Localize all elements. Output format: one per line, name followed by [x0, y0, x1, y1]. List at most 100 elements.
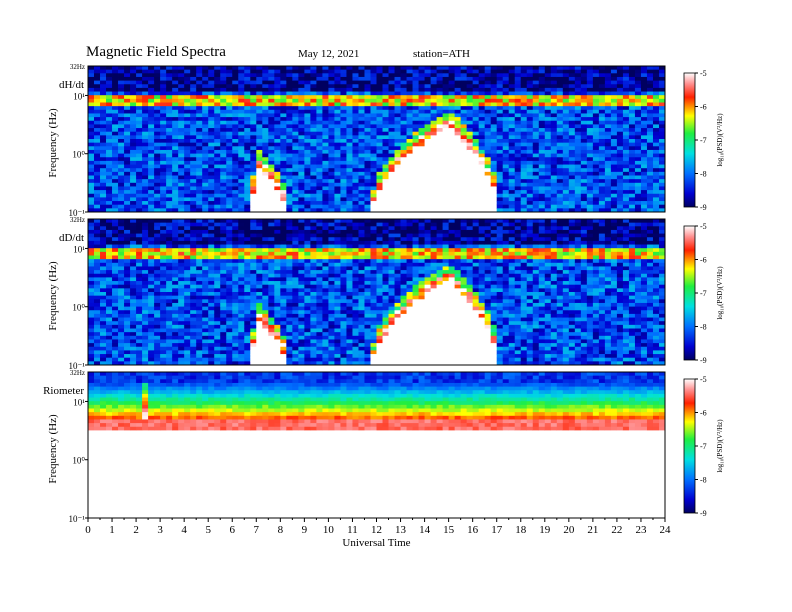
- heat-cell: [208, 343, 215, 348]
- heat-cell: [178, 128, 185, 133]
- heat-cell: [580, 120, 588, 125]
- heat-cell: [274, 131, 281, 136]
- heat-cell: [202, 281, 209, 286]
- heat-cell: [556, 146, 564, 151]
- heat-cell: [286, 73, 293, 78]
- heat-cell: [190, 354, 197, 359]
- heat-cell: [238, 328, 245, 333]
- heat-cell: [136, 142, 143, 147]
- heat-cell: [214, 313, 221, 318]
- heat-cell: [490, 95, 498, 100]
- heat-cell: [232, 149, 239, 154]
- heat-cell: [508, 109, 516, 114]
- heat-cell: [166, 302, 173, 307]
- heat-cell: [160, 226, 167, 231]
- heat-cell: [508, 124, 516, 129]
- heat-cell: [496, 73, 504, 78]
- heat-cell: [520, 124, 528, 129]
- heat-cell: [214, 131, 221, 136]
- heat-cell: [244, 73, 251, 78]
- heat-cell: [118, 190, 125, 195]
- heat-cell: [544, 98, 552, 103]
- heat-cell: [220, 128, 227, 133]
- heat-cell: [616, 153, 624, 158]
- heat-cell: [244, 259, 251, 264]
- heat-cell: [190, 80, 197, 85]
- heat-cell: [328, 179, 335, 184]
- heat-cell: [118, 73, 125, 78]
- heat-cell: [610, 128, 618, 133]
- heat-cell: [358, 160, 365, 165]
- heat-cell: [250, 190, 257, 195]
- heat-cell: [220, 197, 227, 202]
- heat-cell: [238, 357, 245, 362]
- heat-cell: [616, 201, 624, 206]
- heat-cell: [166, 288, 173, 293]
- colorbar-tick-label: -7: [700, 136, 707, 145]
- heat-cell: [118, 306, 125, 311]
- heat-cell: [196, 157, 203, 162]
- heat-cell: [490, 186, 498, 191]
- heat-cell: [340, 91, 347, 96]
- heat-cell: [124, 284, 131, 289]
- heat-cell: [460, 109, 468, 114]
- heat-cell: [436, 131, 444, 136]
- heat-cell: [220, 91, 227, 96]
- heat-cell: [394, 69, 401, 74]
- heat-cell: [88, 142, 95, 147]
- heat-cell: [172, 284, 179, 289]
- heat-cell: [544, 157, 552, 162]
- heat-cell: [484, 84, 492, 89]
- heat-cell: [130, 139, 137, 144]
- heat-cell: [598, 201, 606, 206]
- heat-cell: [94, 95, 101, 100]
- heat-cell: [610, 171, 618, 176]
- heat-cell: [574, 95, 582, 100]
- heat-cell: [100, 66, 107, 71]
- heat-cell: [520, 113, 528, 118]
- heat-cell: [256, 135, 263, 140]
- heat-cell: [208, 193, 215, 198]
- heat-cell: [448, 135, 456, 140]
- heat-cell: [226, 277, 233, 282]
- heat-cell: [232, 240, 239, 245]
- heat-cell: [298, 149, 305, 154]
- heat-cell: [496, 193, 504, 198]
- heat-cell: [454, 102, 462, 107]
- heat-cell: [88, 80, 95, 85]
- heat-cell: [544, 84, 552, 89]
- heat-cell: [238, 295, 245, 300]
- heat-cell: [358, 157, 365, 162]
- heat-cell: [328, 66, 335, 71]
- heat-cell: [178, 302, 185, 307]
- heat-cell: [484, 102, 492, 107]
- heat-cell: [514, 113, 522, 118]
- heat-cell: [94, 281, 101, 286]
- heat-cell: [298, 168, 305, 173]
- heat-cell: [466, 98, 474, 103]
- heat-cell: [478, 128, 486, 133]
- heat-cell: [334, 146, 341, 151]
- heat-cell: [202, 273, 209, 278]
- heat-cell: [118, 131, 125, 136]
- heat-cell: [634, 146, 642, 151]
- heat-cell: [154, 299, 161, 304]
- heat-cell: [190, 346, 197, 351]
- heat-cell: [658, 91, 666, 96]
- heat-cell: [280, 117, 287, 122]
- heat-cell: [328, 149, 335, 154]
- heat-cell: [514, 164, 522, 169]
- heat-cell: [196, 248, 203, 253]
- heat-cell: [226, 357, 233, 362]
- heat-cell: [412, 87, 419, 92]
- heat-cell: [376, 135, 383, 140]
- heat-cell: [472, 73, 480, 78]
- heat-cell: [268, 106, 275, 111]
- heat-cell: [520, 175, 528, 180]
- heat-cell: [628, 175, 636, 180]
- heat-cell: [352, 193, 359, 198]
- heat-cell: [502, 171, 510, 176]
- heat-cell: [622, 175, 630, 180]
- heat-cell: [124, 87, 131, 92]
- heat-cell: [202, 328, 209, 333]
